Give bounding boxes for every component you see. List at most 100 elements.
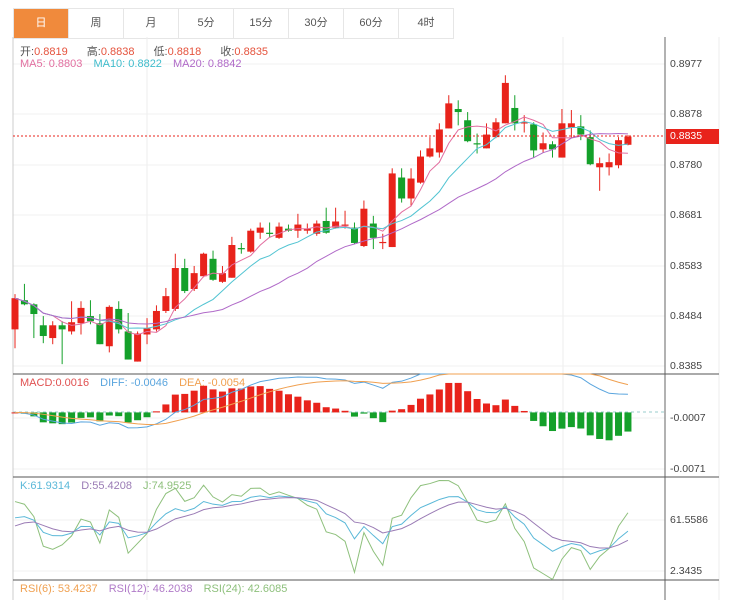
tab-week[interactable]: 周 bbox=[69, 9, 124, 38]
candle-body bbox=[77, 307, 85, 324]
candle-body bbox=[11, 298, 19, 330]
candle-body bbox=[464, 120, 472, 142]
last-price-tag: 0.8835 bbox=[666, 129, 719, 144]
kdj-info: K:61.9314 D:55.4208 J:74.9525 bbox=[20, 480, 199, 492]
j-line bbox=[14, 480, 629, 581]
ma5-line bbox=[14, 116, 628, 336]
macd-bar bbox=[520, 410, 528, 413]
macd-panel bbox=[11, 373, 632, 441]
candle-body bbox=[605, 162, 613, 168]
candle-body bbox=[228, 245, 236, 278]
macd-bar bbox=[86, 412, 94, 418]
candle-body bbox=[379, 241, 387, 244]
ma5-value: MA5: 0.8803 bbox=[20, 58, 83, 70]
tab-day[interactable]: 日 bbox=[14, 9, 69, 38]
candle-body bbox=[266, 232, 274, 234]
macd-bar bbox=[237, 388, 245, 413]
macd-bar bbox=[483, 403, 490, 413]
candle-body bbox=[558, 123, 566, 158]
macd-bar bbox=[284, 394, 292, 413]
low-value: 0.8818 bbox=[167, 46, 202, 58]
macd-bar bbox=[388, 410, 396, 413]
macd-bar bbox=[586, 412, 594, 436]
candle-body bbox=[473, 143, 481, 145]
candle-body bbox=[416, 156, 424, 183]
macd-bar bbox=[511, 405, 519, 413]
macd-bar bbox=[162, 404, 170, 413]
candle-body bbox=[134, 333, 142, 362]
rsi6-value: RSI(6): 53.4237 bbox=[20, 583, 98, 595]
candle-body bbox=[247, 230, 255, 252]
ma20-line bbox=[14, 132, 628, 325]
tab-5min[interactable]: 5分 bbox=[179, 9, 234, 38]
candle-body bbox=[388, 173, 396, 248]
candle-body bbox=[341, 224, 349, 226]
ma-info: MA5: 0.8803 MA10: 0.8822 MA20: 0.8842 bbox=[20, 58, 250, 70]
candle-body bbox=[322, 220, 330, 233]
macd-bar bbox=[30, 412, 38, 417]
candle-body bbox=[435, 129, 443, 153]
dea-value: DEA: -0.0054 bbox=[179, 377, 246, 389]
macd-bar bbox=[218, 391, 226, 413]
macd-bar bbox=[124, 412, 132, 423]
macd-bar bbox=[152, 411, 160, 413]
tab-60min[interactable]: 60分 bbox=[344, 9, 399, 38]
k-line bbox=[14, 495, 629, 555]
macd-bar bbox=[501, 399, 509, 413]
candle-body bbox=[58, 325, 66, 330]
candle-body bbox=[105, 306, 113, 347]
macd-axis-label: -0.0007 bbox=[670, 412, 706, 424]
close-value: 0.8835 bbox=[234, 46, 269, 58]
tab-15min[interactable]: 15分 bbox=[234, 9, 289, 38]
j-value: J:74.9525 bbox=[143, 480, 192, 492]
macd-bar bbox=[567, 412, 575, 428]
macd-bar bbox=[332, 408, 340, 413]
high-value: 0.8838 bbox=[100, 46, 135, 58]
candle-body bbox=[200, 253, 208, 277]
macd-bar bbox=[379, 412, 387, 423]
macd-bar bbox=[549, 412, 557, 432]
macd-axis-label: -0.0071 bbox=[670, 463, 706, 475]
candle-body bbox=[39, 325, 47, 337]
macd-bar bbox=[228, 388, 236, 413]
macd-bar bbox=[596, 412, 604, 439]
macd-bar bbox=[134, 412, 142, 421]
macd-bar bbox=[294, 396, 302, 413]
open-label: 开: bbox=[20, 46, 35, 58]
macd-bar bbox=[492, 405, 500, 413]
candle-body bbox=[162, 296, 170, 311]
candle-body bbox=[20, 300, 28, 305]
tab-month[interactable]: 月 bbox=[124, 9, 179, 38]
tab-4hour[interactable]: 4时 bbox=[399, 9, 454, 38]
macd-bar bbox=[96, 412, 104, 422]
ma20-value: MA20: 0.8842 bbox=[173, 58, 242, 70]
macd-bar bbox=[190, 390, 198, 413]
candle-body bbox=[501, 82, 509, 124]
tab-30min[interactable]: 30分 bbox=[289, 9, 344, 38]
candle-body bbox=[426, 148, 434, 157]
ma10-line bbox=[14, 121, 629, 329]
k-value: K:61.9314 bbox=[20, 480, 71, 492]
candle-body bbox=[190, 273, 198, 289]
macd-bar bbox=[143, 412, 151, 418]
macd-bar bbox=[322, 407, 330, 413]
candle-body bbox=[30, 304, 38, 315]
rsi12-value: RSI(12): 46.2038 bbox=[108, 583, 193, 595]
macd-bar bbox=[341, 410, 349, 413]
macd-bar bbox=[445, 382, 453, 413]
low-label: 低: bbox=[153, 46, 168, 58]
rsi24-value: RSI(24): 42.6085 bbox=[203, 583, 288, 595]
candle-body bbox=[218, 273, 226, 282]
macd-bar bbox=[105, 412, 113, 416]
macd-bar bbox=[313, 402, 321, 413]
candle-body bbox=[96, 323, 104, 345]
price-axis-label: 0.8878 bbox=[670, 108, 703, 120]
macd-bar bbox=[398, 409, 406, 413]
close-label: 收: bbox=[220, 46, 235, 58]
candle-body bbox=[294, 224, 302, 231]
ohlc-info: 开:0.8819 高:0.8838 低:0.8818 收:0.8835 bbox=[20, 43, 284, 59]
moving-averages bbox=[14, 116, 629, 336]
candle-body bbox=[398, 177, 406, 199]
candle-body bbox=[313, 223, 321, 234]
